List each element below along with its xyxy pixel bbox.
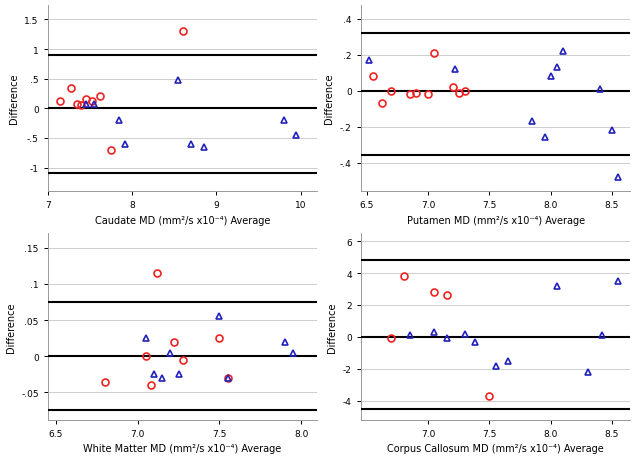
Y-axis label: Difference: Difference <box>328 302 337 352</box>
X-axis label: Caudate MD (mm²/s x10⁻⁴) Average: Caudate MD (mm²/s x10⁻⁴) Average <box>95 215 270 225</box>
Y-axis label: Difference: Difference <box>6 302 15 352</box>
X-axis label: Putamen MD (mm²/s x10⁻⁴) Average: Putamen MD (mm²/s x10⁻⁴) Average <box>406 215 584 225</box>
Y-axis label: Difference: Difference <box>324 73 335 124</box>
X-axis label: Corpus Callosum MD (mm²/s x10⁻⁴) Average: Corpus Callosum MD (mm²/s x10⁻⁴) Average <box>387 443 604 453</box>
Y-axis label: Difference: Difference <box>9 73 19 124</box>
X-axis label: White Matter MD (mm²/s x10⁻⁴) Average: White Matter MD (mm²/s x10⁻⁴) Average <box>83 443 282 453</box>
